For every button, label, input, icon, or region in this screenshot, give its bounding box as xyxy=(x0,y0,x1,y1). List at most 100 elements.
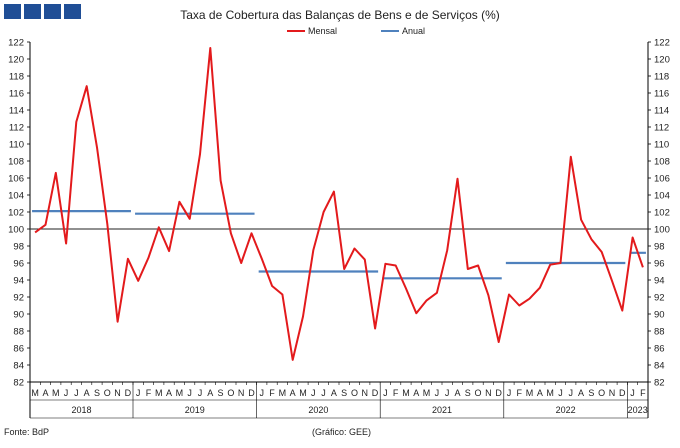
month-tick-label: J xyxy=(187,388,192,398)
month-tick-label: J xyxy=(435,388,440,398)
month-tick-label: S xyxy=(94,388,100,398)
y-tick-label-right: 88 xyxy=(654,327,665,338)
month-tick-label: A xyxy=(578,388,584,398)
month-tick-label: S xyxy=(465,388,471,398)
y-tick-label-right: 114 xyxy=(654,106,669,117)
y-tick-label-right: 94 xyxy=(654,276,665,287)
month-tick-label: M xyxy=(176,388,184,398)
month-tick-label: D xyxy=(495,388,502,398)
y-tick-label-left: 98 xyxy=(13,242,24,253)
logo-block xyxy=(64,4,81,19)
y-tick-label-left: 94 xyxy=(13,276,24,287)
month-tick-label: S xyxy=(341,388,347,398)
y-tick-label-right: 116 xyxy=(654,89,669,100)
month-tick-label: O xyxy=(351,388,358,398)
source-note: Fonte: BdP xyxy=(4,427,50,437)
y-tick-label-left: 116 xyxy=(9,89,24,100)
y-axis-right: 82 84 86 88 90 92 94 96 98 100 102 104 106 108 110 112 1… xyxy=(648,38,670,389)
month-tick-label: J xyxy=(321,388,326,398)
y-tick-label-right: 110 xyxy=(654,140,669,151)
year-label: 2023 xyxy=(628,405,648,415)
month-tick-label: J xyxy=(311,388,316,398)
y-tick-label-left: 112 xyxy=(9,123,24,134)
y-axis-left: 82 84 86 88 90 92 94 96 98 100 102 104 106 108 110 112 1… xyxy=(8,38,30,389)
month-tick-label: J xyxy=(507,388,512,398)
month-tick-label: M xyxy=(402,388,410,398)
y-tick-label-right: 118 xyxy=(654,72,669,83)
month-tick-label: F xyxy=(146,388,152,398)
y-tick-label-right: 90 xyxy=(654,310,665,321)
month-tick-label: J xyxy=(198,388,203,398)
month-tick-label: J xyxy=(260,388,265,398)
month-tick-label: N xyxy=(362,388,369,398)
gee-logo xyxy=(4,4,81,19)
y-tick-label-right: 122 xyxy=(654,38,670,49)
y-tick-label-right: 92 xyxy=(654,293,665,304)
month-tick-label: J xyxy=(558,388,563,398)
y-tick-label-left: 82 xyxy=(13,378,24,389)
year-label: 2022 xyxy=(556,405,576,415)
month-tick-label: A xyxy=(290,388,296,398)
month-tick-label: J xyxy=(445,388,450,398)
month-tick-label: M xyxy=(546,388,554,398)
y-tick-label-left: 100 xyxy=(8,225,24,236)
month-tick-label: N xyxy=(609,388,616,398)
month-tick-label: N xyxy=(485,388,492,398)
logo-block xyxy=(4,4,21,19)
year-label: 2019 xyxy=(185,405,205,415)
month-tick-label: A xyxy=(42,388,48,398)
month-tick-label: D xyxy=(372,388,379,398)
month-tick-label: S xyxy=(218,388,224,398)
month-tick-label: F xyxy=(269,388,275,398)
month-tick-label: N xyxy=(114,388,121,398)
month-tick-label: A xyxy=(331,388,337,398)
legend-label-mensal: Mensal xyxy=(308,26,337,36)
logo-block xyxy=(24,4,41,19)
y-tick-label-right: 104 xyxy=(654,191,670,202)
month-tick-label: J xyxy=(136,388,141,398)
credit-note: (Gráfico: GEE) xyxy=(312,427,372,437)
month-tick-label: J xyxy=(64,388,69,398)
logo-block xyxy=(44,4,61,19)
month-tick-label: F xyxy=(517,388,523,398)
year-label: 2020 xyxy=(308,405,328,415)
y-tick-label-left: 102 xyxy=(8,208,24,219)
month-tick-label: D xyxy=(248,388,255,398)
y-tick-label-right: 84 xyxy=(654,361,665,372)
y-tick-label-left: 114 xyxy=(9,106,24,117)
month-tick-label: O xyxy=(104,388,111,398)
monthly-series-line xyxy=(34,47,644,361)
month-tick-label: M xyxy=(52,388,60,398)
month-tick-label: M xyxy=(299,388,307,398)
month-tick-label: J xyxy=(74,388,79,398)
y-tick-label-left: 86 xyxy=(13,344,24,355)
y-tick-label-right: 98 xyxy=(654,242,665,253)
month-tick-label: S xyxy=(588,388,594,398)
month-tick-label: A xyxy=(207,388,213,398)
month-tick-label: N xyxy=(238,388,245,398)
month-tick-label: J xyxy=(383,388,388,398)
month-tick-label: J xyxy=(630,388,635,398)
month-tick-label: M xyxy=(155,388,163,398)
month-tick-label: M xyxy=(31,388,39,398)
y-tick-label-left: 90 xyxy=(13,310,24,321)
y-tick-label-left: 104 xyxy=(8,191,24,202)
y-tick-label-right: 96 xyxy=(654,259,665,270)
y-tick-label-left: 106 xyxy=(8,174,24,185)
y-tick-label-left: 108 xyxy=(8,157,24,168)
month-tick-label: D xyxy=(125,388,132,398)
month-tick-label: O xyxy=(475,388,482,398)
y-tick-label-left: 110 xyxy=(9,140,24,151)
y-tick-label-left: 84 xyxy=(13,361,24,372)
y-tick-label-right: 120 xyxy=(654,55,670,66)
month-tick-label: F xyxy=(640,388,646,398)
month-tick-label: J xyxy=(569,388,574,398)
month-tick-label: M xyxy=(526,388,534,398)
month-tick-label: A xyxy=(454,388,460,398)
month-tick-label: A xyxy=(166,388,172,398)
y-tick-label-right: 100 xyxy=(654,225,670,236)
y-tick-label-right: 112 xyxy=(654,123,669,134)
y-tick-label-left: 96 xyxy=(13,259,24,270)
